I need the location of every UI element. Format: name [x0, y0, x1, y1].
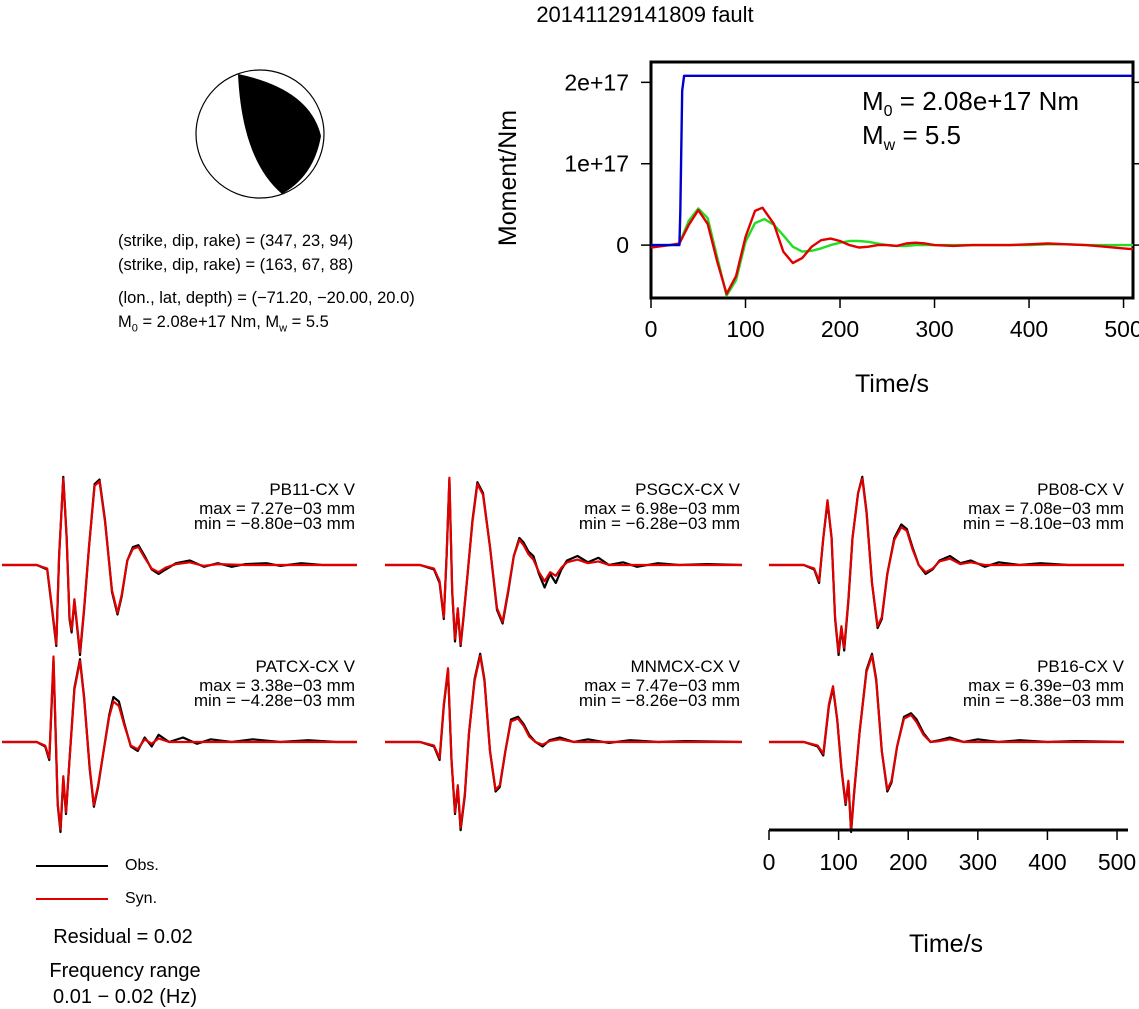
waveform-x-tick-label: 100	[819, 849, 857, 875]
waveform-x-tick-label: 500	[1098, 849, 1136, 875]
moment-x-tick-label: 0	[645, 316, 658, 342]
panel-1-station: PB11-CX V	[269, 480, 355, 499]
moment-x-axis-label: Time/s	[855, 370, 929, 398]
panel-3-min: min = −8.10e−03 mm	[962, 514, 1124, 533]
panel-1-max: max = 7.27e−03 mm	[199, 499, 355, 518]
legend-obs-label: Obs.	[125, 857, 159, 874]
panel-4-station: PATCX-CX V	[255, 657, 356, 676]
panel-6-min: min = −8.38e−03 mm	[962, 691, 1124, 710]
synthetic-waveform	[385, 654, 742, 829]
moment-x-tick-label: 500	[1104, 316, 1139, 342]
panel-2-max: max = 6.98e−03 mm	[584, 499, 740, 518]
panel-5-min: min = −8.26e−03 mm	[578, 691, 740, 710]
moment-x-tick-label: 400	[1010, 316, 1048, 342]
panel-4-max: max = 3.38e−03 mm	[199, 676, 355, 695]
moment-y-tick-label: 0	[616, 232, 629, 258]
moment-y-tick-label: 2e+17	[564, 69, 629, 95]
frequency-range-title: Frequency range	[49, 960, 201, 982]
waveform-x-tick-label: 400	[1028, 849, 1066, 875]
plane1-label: (strike, dip, rake) = (347, 23, 94)	[118, 232, 354, 250]
waveform-x-tick-label: 200	[889, 849, 927, 875]
panel-5-max: max = 7.47e−03 mm	[584, 676, 740, 695]
waveform-chart: 0 100 200 300 400 500 Time/s	[2, 475, 1136, 958]
moment-mw-annotation: Mw = 5.5	[862, 120, 962, 155]
panel-5-station: MNMCX-CX V	[630, 657, 740, 676]
legend-syn-label: Syn.	[125, 890, 158, 907]
waveform-x-axis-label: Time/s	[909, 930, 983, 958]
moment-plot-frame	[649, 60, 1135, 300]
panel-3-max: max = 7.08e−03 mm	[968, 499, 1124, 518]
synthetic-waveform	[385, 476, 742, 646]
moment-x-tick-label: 300	[915, 316, 953, 342]
moment-curve	[651, 74, 1133, 247]
figure-title: 20141129141809 fault	[536, 2, 754, 27]
moment-x-tick-label: 100	[726, 316, 764, 342]
frequency-range-value: 0.01 − 0.02 (Hz)	[53, 986, 197, 1008]
moment-m0-annotation: M0 = 2.08e+17 Nm	[862, 86, 1080, 121]
panel-2-station: PSGCX-CX V	[635, 480, 740, 499]
synthetic-waveform	[2, 477, 357, 654]
panel-2-min: min = −6.28e−03 mm	[578, 514, 740, 533]
panel-4-min: min = −4.28e−03 mm	[193, 691, 355, 710]
location-label: (lon., lat, depth) = (−71.20, −20.00, 20…	[118, 289, 415, 307]
moment-rate-red-curve	[650, 206, 1134, 296]
synthetic-waveform	[2, 655, 357, 831]
waveform-x-tick-label: 0	[763, 849, 776, 875]
panel-6-max: max = 6.39e−03 mm	[968, 676, 1124, 695]
focal-mechanism-beachball	[195, 69, 325, 199]
waveform-x-tick-label: 300	[959, 849, 997, 875]
moment-y-tick-label: 1e+17	[564, 151, 629, 177]
residual-label: Residual = 0.02	[53, 926, 193, 948]
legend-swatches	[36, 865, 108, 900]
panel-3-station: PB08-CX V	[1037, 480, 1124, 499]
moment-chart: 0 100 200 300 400 500 0 1e+17 2e+17 Time/s Moment/…	[494, 60, 1139, 398]
moment-y-axis-label: Moment/Nm	[494, 110, 522, 246]
moment-x-tick-label: 200	[821, 316, 859, 342]
synthetic-waveform	[769, 654, 1124, 832]
panel-6-station: PB16-CX V	[1037, 657, 1124, 676]
synthetic-waveform	[769, 477, 1124, 654]
moment-summary: M0 = 2.08e+17 Nm, Mw = 5.5	[118, 313, 329, 335]
plane2-label: (strike, dip, rake) = (163, 67, 88)	[118, 256, 354, 274]
panel-1-min: min = −8.80e−03 mm	[193, 514, 355, 533]
beachball-compressional-quadrant	[238, 74, 321, 194]
